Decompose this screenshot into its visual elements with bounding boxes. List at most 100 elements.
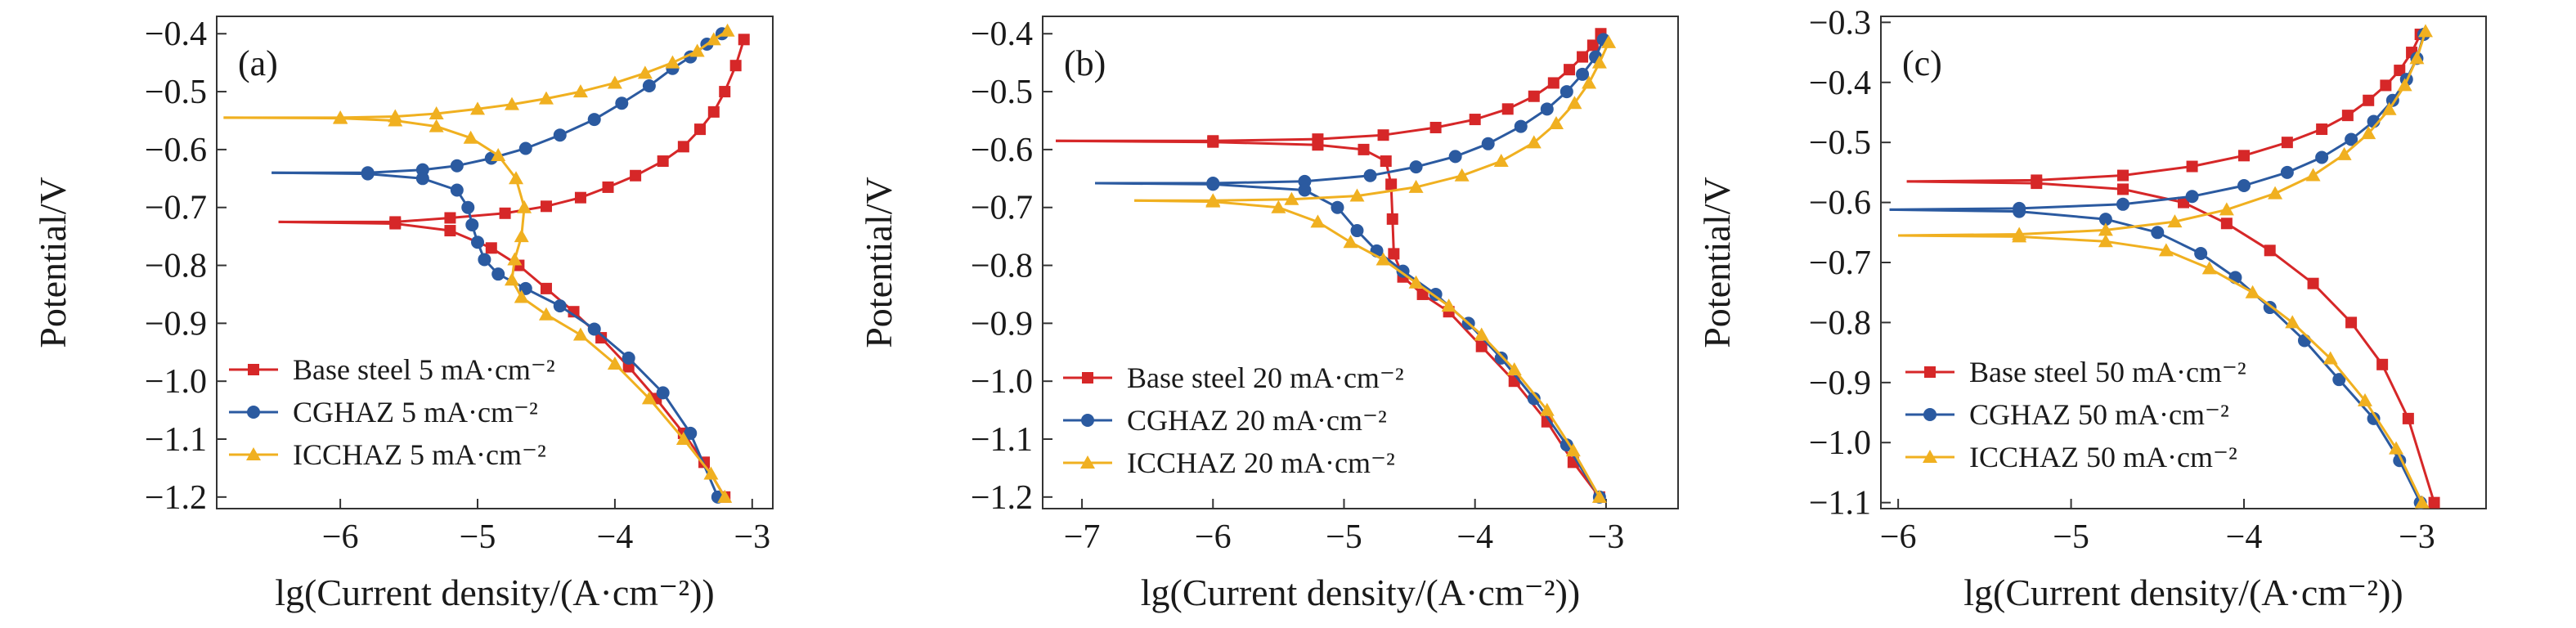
data-point (630, 169, 642, 182)
y-tick-label: −0.5 (1809, 124, 1871, 162)
data-point (1441, 298, 1456, 312)
data-point (1205, 194, 1221, 208)
legend: Base steel 20 mA·cm⁻² CGHAZ 20 mA·cm⁻² ICC… (1063, 361, 1404, 479)
data-point (1331, 200, 1344, 214)
y-tick-label: −1.2 (971, 479, 1033, 517)
data-point (2341, 110, 2354, 122)
data-point (2305, 168, 2321, 182)
data-point (2315, 150, 2329, 164)
y-tick-label: −1.0 (971, 363, 1033, 401)
data-point (1528, 90, 1540, 102)
data-point (2363, 94, 2375, 106)
data-point (2345, 132, 2358, 146)
data-point (429, 105, 444, 119)
data-point (514, 289, 529, 303)
data-point (2409, 51, 2425, 65)
data-point (450, 159, 464, 173)
panel-tag: (c) (1902, 43, 1942, 83)
data-point (2376, 358, 2389, 370)
data-point (1547, 77, 1560, 89)
legend-label: CGHAZ 20 mA·cm⁻² (1127, 404, 1387, 437)
series-3 (1898, 24, 2433, 509)
x-axis-label: lg(Current density/(A·cm⁻²)) (275, 572, 715, 613)
data-point (1567, 96, 1582, 110)
legend-label: Base steel 20 mA·cm⁻² (1127, 361, 1404, 394)
data-point (1565, 443, 1581, 457)
data-point (2345, 316, 2358, 329)
y-axis-label: Potential/V (32, 177, 74, 348)
y-tick-label: −0.5 (971, 74, 1033, 111)
data-point (1526, 135, 1542, 149)
data-point (677, 141, 689, 153)
data-point (587, 113, 601, 127)
data-point (1363, 168, 1377, 182)
data-point (1377, 129, 1389, 141)
data-point (471, 236, 485, 249)
data-point (607, 356, 622, 370)
x-tick-label: −6 (1880, 518, 1917, 556)
data-point (389, 218, 402, 230)
x-tick-label: −6 (322, 518, 359, 556)
y-tick-label: −1.0 (1809, 424, 1871, 462)
legend-label: ICCHAZ 50 mA·cm⁻² (1969, 441, 2237, 473)
plot-frame (216, 16, 774, 509)
legend-label: CGHAZ 50 mA·cm⁻² (1969, 398, 2229, 431)
data-point (1408, 179, 1424, 193)
series-2 (1889, 28, 2430, 509)
data-point (2285, 315, 2300, 329)
data-point (1514, 119, 1528, 133)
data-point (2116, 197, 2129, 211)
y-tick-label: −0.5 (145, 74, 207, 111)
data-point (509, 171, 524, 185)
data-point (333, 110, 348, 124)
data-point (1376, 252, 1391, 266)
data-point (2332, 373, 2346, 387)
data-point (463, 130, 478, 144)
legend-label: Base steel 50 mA·cm⁻² (1969, 356, 2246, 388)
data-point (572, 327, 588, 341)
data-point (1506, 362, 1522, 376)
x-tick-label: −5 (1326, 518, 1362, 556)
data-point (538, 91, 554, 105)
y-tick-label: −0.9 (1809, 365, 1871, 402)
plot-frame (1880, 16, 2487, 509)
y-tick-label: −0.7 (971, 190, 1033, 227)
data-point (470, 101, 486, 115)
panel-tag: (a) (238, 43, 278, 83)
data-point (2358, 392, 2372, 406)
data-point (444, 212, 456, 224)
data-point (675, 432, 691, 446)
data-point (595, 332, 608, 344)
series-2 (1095, 33, 1610, 504)
data-point (2418, 24, 2433, 38)
y-tick-label: −0.9 (971, 305, 1033, 343)
data-point (491, 267, 505, 281)
data-point (2013, 204, 2026, 218)
data-point (2031, 177, 2043, 190)
data-point (1540, 102, 1554, 116)
y-tick-label: −0.6 (971, 132, 1033, 169)
data-point (1408, 275, 1424, 289)
data-point (1539, 402, 1555, 416)
data-point (2219, 202, 2234, 216)
data-point (540, 282, 552, 294)
y-tick-label: −0.9 (145, 305, 207, 343)
data-point (1591, 55, 1607, 69)
data-point (1350, 224, 1364, 238)
y-tick-label: −0.8 (971, 248, 1033, 285)
data-point (507, 252, 523, 266)
legend-marker (1924, 366, 1936, 378)
data-point (514, 229, 529, 243)
data-point (1508, 375, 1520, 388)
data-point (2322, 351, 2338, 365)
data-point (2402, 412, 2414, 424)
data-point (2394, 65, 2406, 77)
y-tick-label: −0.6 (1809, 185, 1871, 222)
data-point (2186, 160, 2198, 173)
legend-marker (1923, 450, 1937, 463)
data-point (1481, 137, 1495, 150)
data-point (1475, 340, 1488, 352)
data-point (602, 181, 614, 193)
data-point (1527, 392, 1541, 406)
legend-marker (247, 406, 260, 419)
